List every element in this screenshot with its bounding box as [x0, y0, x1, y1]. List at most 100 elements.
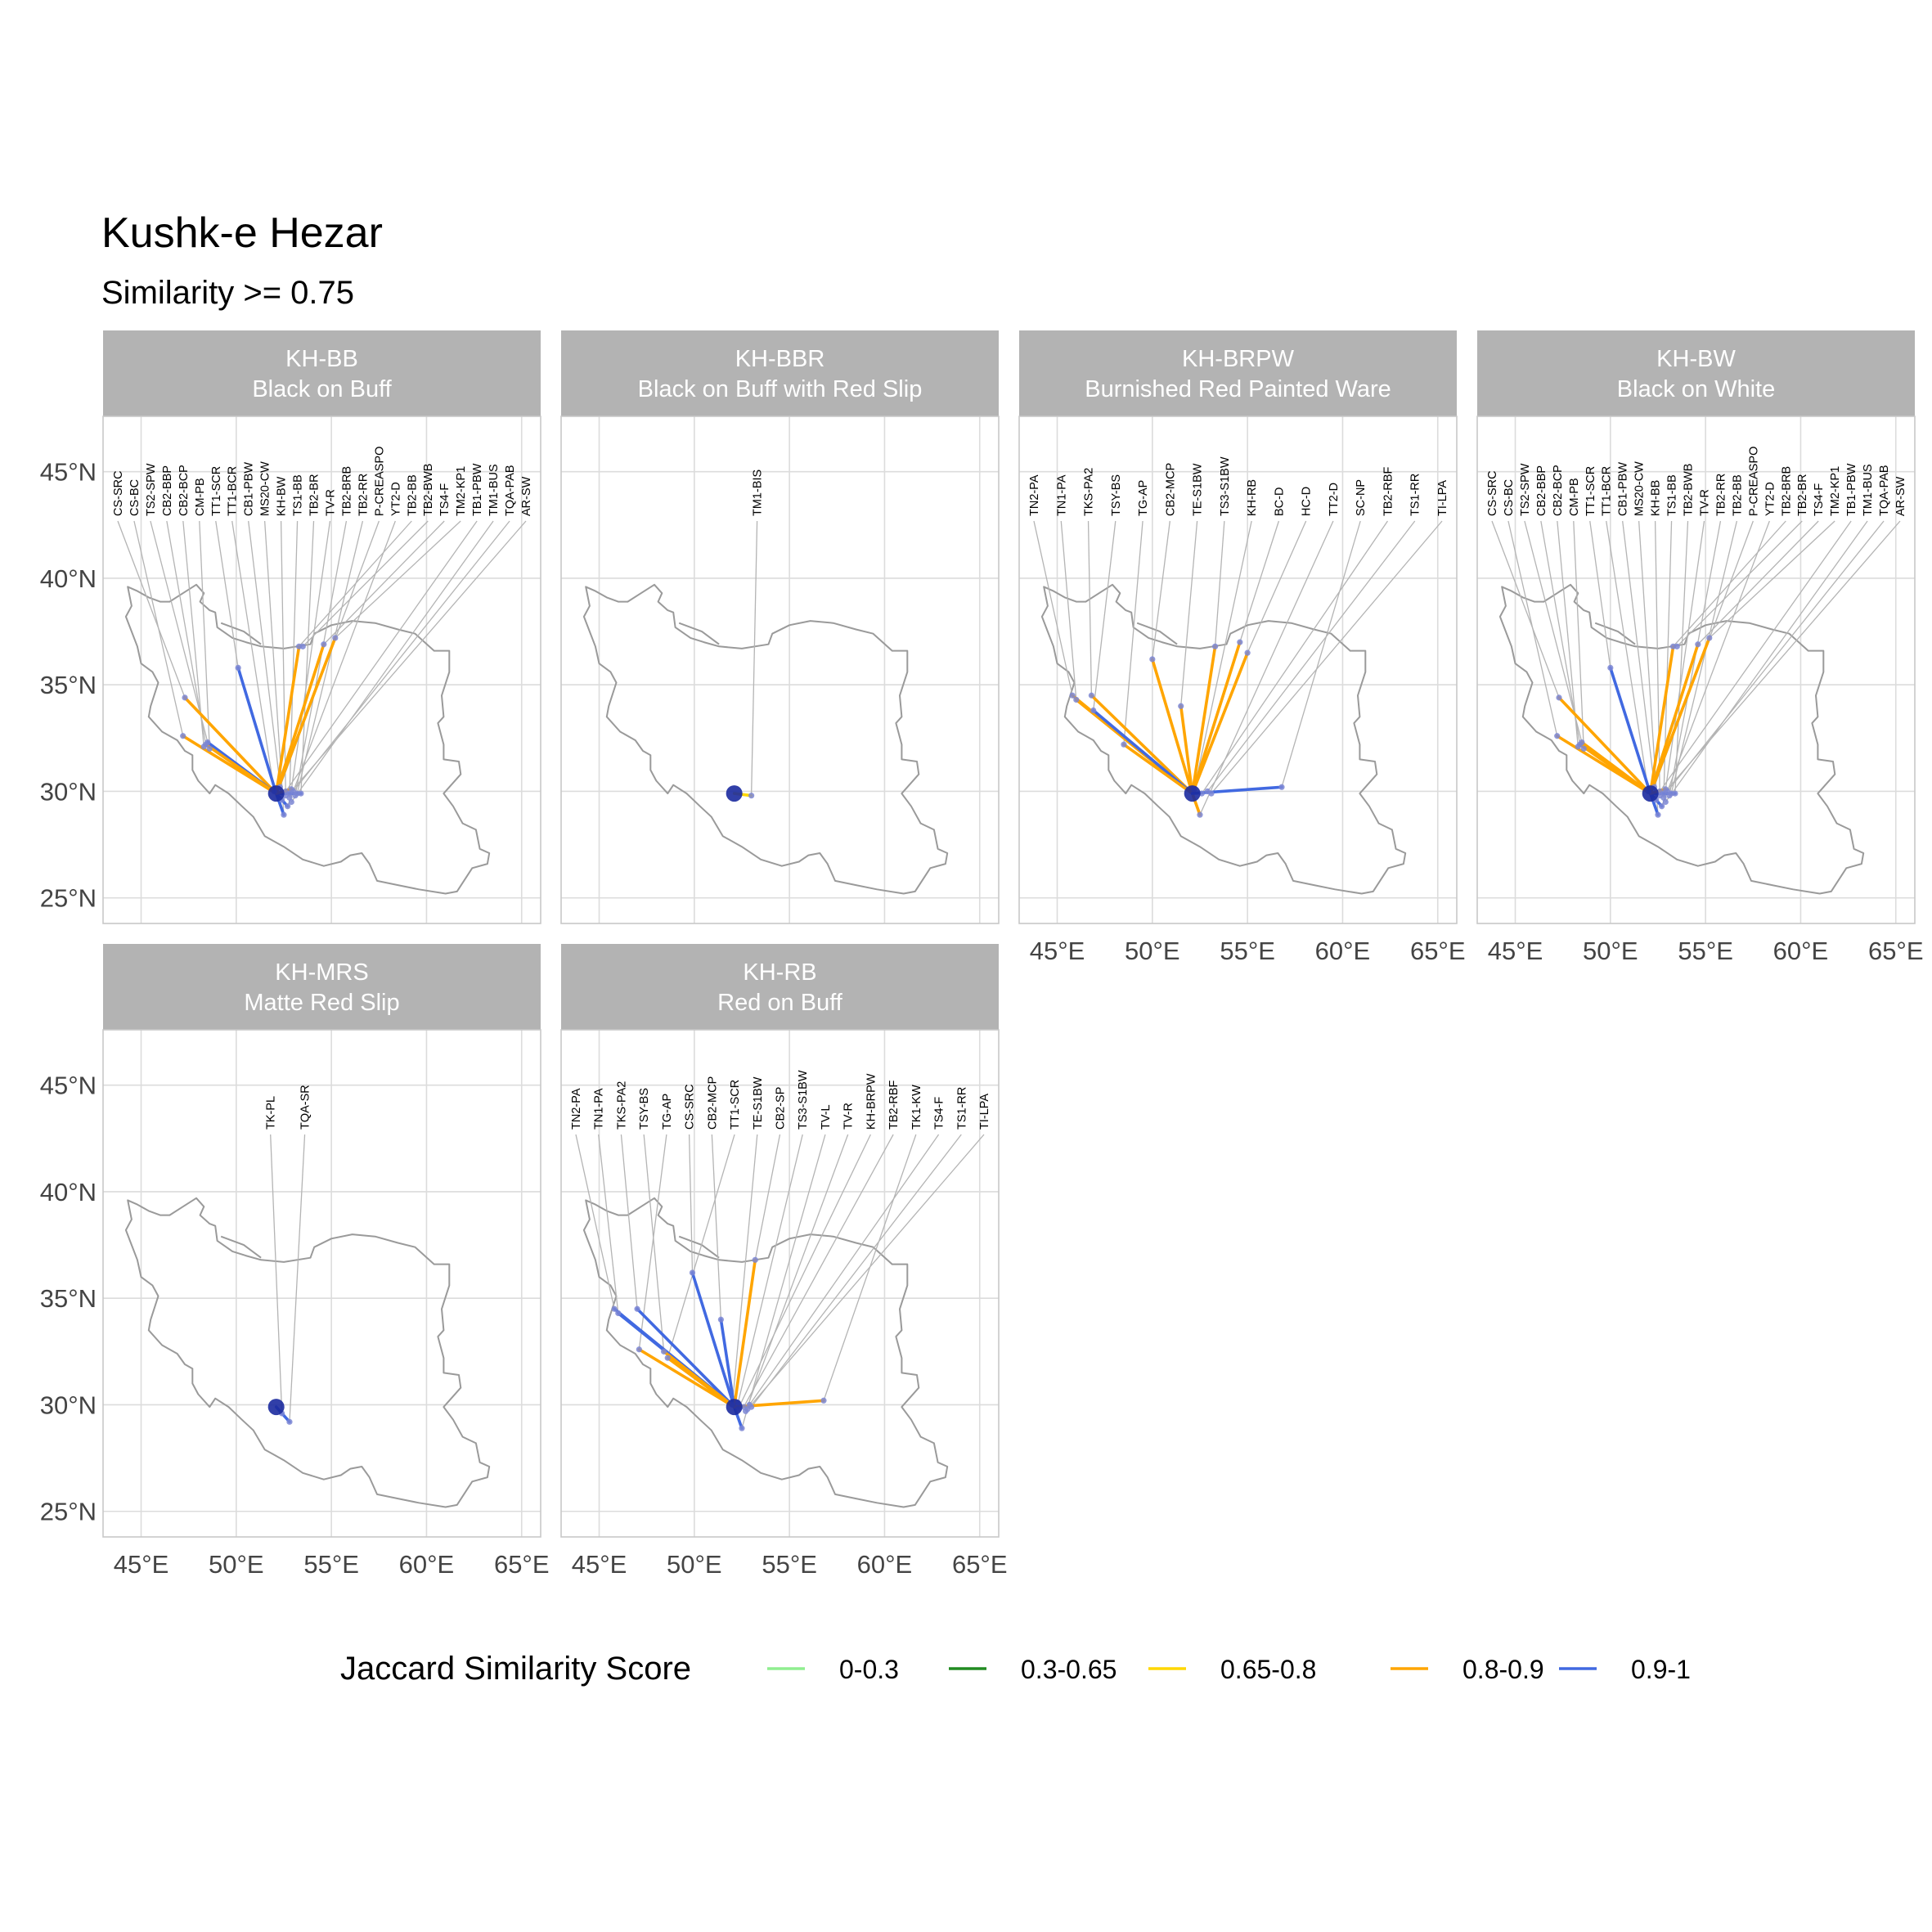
site-label: CS-SRC	[1486, 470, 1499, 516]
leader-line	[1193, 520, 1252, 790]
site-label: TS4-F	[933, 1097, 946, 1130]
leader-line	[248, 520, 283, 800]
site-label: HC-D	[1301, 487, 1314, 516]
leader-line	[1654, 520, 1660, 796]
similarity-links	[1555, 636, 1711, 816]
site-point	[1178, 703, 1184, 709]
x-tick-label: 60°E	[857, 1550, 913, 1579]
leader-line	[1697, 520, 1819, 645]
site-point	[285, 803, 291, 810]
facet-name: Matte Red Slip	[244, 990, 399, 1016]
panel-border	[1476, 416, 1916, 924]
site-label: TS2-SPW	[145, 463, 158, 516]
leader-line	[1033, 520, 1073, 696]
leader-line	[215, 520, 239, 668]
site-label: AR-SW	[520, 476, 533, 516]
x-tick-label: 65°E	[952, 1550, 1008, 1579]
leader-line	[166, 520, 207, 745]
legend-item: 0-0.3	[767, 1655, 899, 1684]
facet-code: KH-BW	[1656, 346, 1736, 372]
site-point	[182, 694, 188, 701]
site-point	[1580, 745, 1587, 752]
leader-line	[289, 1134, 306, 1422]
site-label: P-CREASPO	[373, 447, 386, 516]
site-label: CB2-MCP	[1164, 463, 1177, 516]
facet-strip	[561, 944, 999, 1030]
site-point	[1121, 741, 1127, 748]
similarity-link	[719, 1318, 736, 1409]
leader-line	[1573, 520, 1584, 749]
site-label: KH-BW	[276, 476, 289, 516]
site-points	[748, 793, 755, 799]
similarity-link	[183, 696, 278, 795]
leader-line	[1201, 520, 1389, 794]
site-label: TS3-S1BW	[1219, 456, 1232, 516]
origin-point	[726, 1399, 743, 1416]
y-tick-label: 35°N	[40, 671, 97, 699]
leader-line	[638, 1134, 667, 1350]
iran-outline	[1040, 583, 1407, 895]
site-label: TQA-PAB	[504, 465, 517, 516]
site-label: CM-PB	[194, 478, 207, 516]
site-label: CB2-BBP	[1535, 465, 1548, 516]
site-label: TB2-BRB	[340, 466, 353, 516]
x-tick-label: 60°E	[1315, 937, 1371, 965]
site-label: TSY-BS	[638, 1088, 651, 1130]
site-label: TN1-PA	[1055, 474, 1068, 516]
leader-line	[688, 1134, 694, 1273]
site-labels: TK-PL TQA-SR	[265, 1085, 312, 1130]
site-point	[1088, 692, 1094, 699]
x-tick-label: 55°E	[1678, 937, 1733, 965]
leader-line	[231, 520, 275, 792]
site-point	[664, 1355, 671, 1361]
leader-line	[199, 520, 210, 749]
facet-name: Black on White	[1617, 376, 1775, 402]
iran-coast-caspian	[220, 1235, 262, 1259]
origin-point	[267, 1399, 285, 1416]
site-point	[1674, 643, 1680, 649]
leader-line	[1239, 520, 1280, 643]
site-labels: TN2-PA TN1-PA TKS-PA2 TSY-BS TG-AP CS-SRC CB2-…	[570, 1070, 991, 1130]
site-point	[200, 744, 207, 750]
iran-coast-caspian	[220, 622, 262, 645]
x-tick-label: 45°E	[572, 1550, 627, 1579]
similarity-link	[636, 1307, 736, 1409]
site-label: TM1-BUS	[487, 464, 501, 516]
site-label: TSY-BS	[1110, 474, 1123, 516]
facet-code: KH-RB	[743, 959, 816, 986]
origin-point	[726, 785, 743, 802]
x-tick-label: 65°E	[1410, 937, 1466, 965]
site-label: TS4-F	[438, 483, 452, 516]
site-label: TKS-PA2	[1083, 468, 1096, 516]
similarity-link	[1648, 645, 1675, 795]
leader-line	[1589, 520, 1611, 668]
site-point	[281, 811, 287, 818]
leader-line	[737, 1134, 871, 1409]
leader-line	[1281, 520, 1361, 788]
site-point	[1575, 744, 1581, 750]
leader-line	[117, 520, 186, 699]
site-point	[332, 635, 339, 641]
leader-line	[1247, 520, 1307, 654]
similarity-link	[274, 645, 301, 795]
panel-border	[102, 1029, 541, 1538]
site-label: TS3-S1BW	[797, 1070, 810, 1130]
origin-point	[1184, 785, 1201, 802]
site-label: P-CREASPO	[1747, 447, 1760, 516]
x-tick-label: 45°E	[1030, 937, 1085, 965]
legend-label: 0.9-1	[1631, 1655, 1691, 1684]
iran-outline	[582, 583, 949, 895]
site-label: TB2-RR	[357, 474, 370, 516]
legend-item: 0.65-0.8	[1148, 1655, 1316, 1684]
site-label: TB1-PBW	[471, 463, 484, 516]
facet-strip	[103, 330, 541, 416]
site-label: TN2-PA	[570, 1088, 583, 1130]
site-point	[288, 798, 294, 806]
site-label: TI-LPA	[1436, 480, 1449, 516]
y-tick-label: 35°N	[40, 1284, 97, 1313]
site-point	[180, 733, 186, 739]
leader-line	[1152, 520, 1170, 660]
leader-line	[598, 1134, 619, 1314]
site-label: TS1-RR	[1409, 474, 1422, 516]
site-label: TE-S1BW	[1192, 463, 1205, 516]
